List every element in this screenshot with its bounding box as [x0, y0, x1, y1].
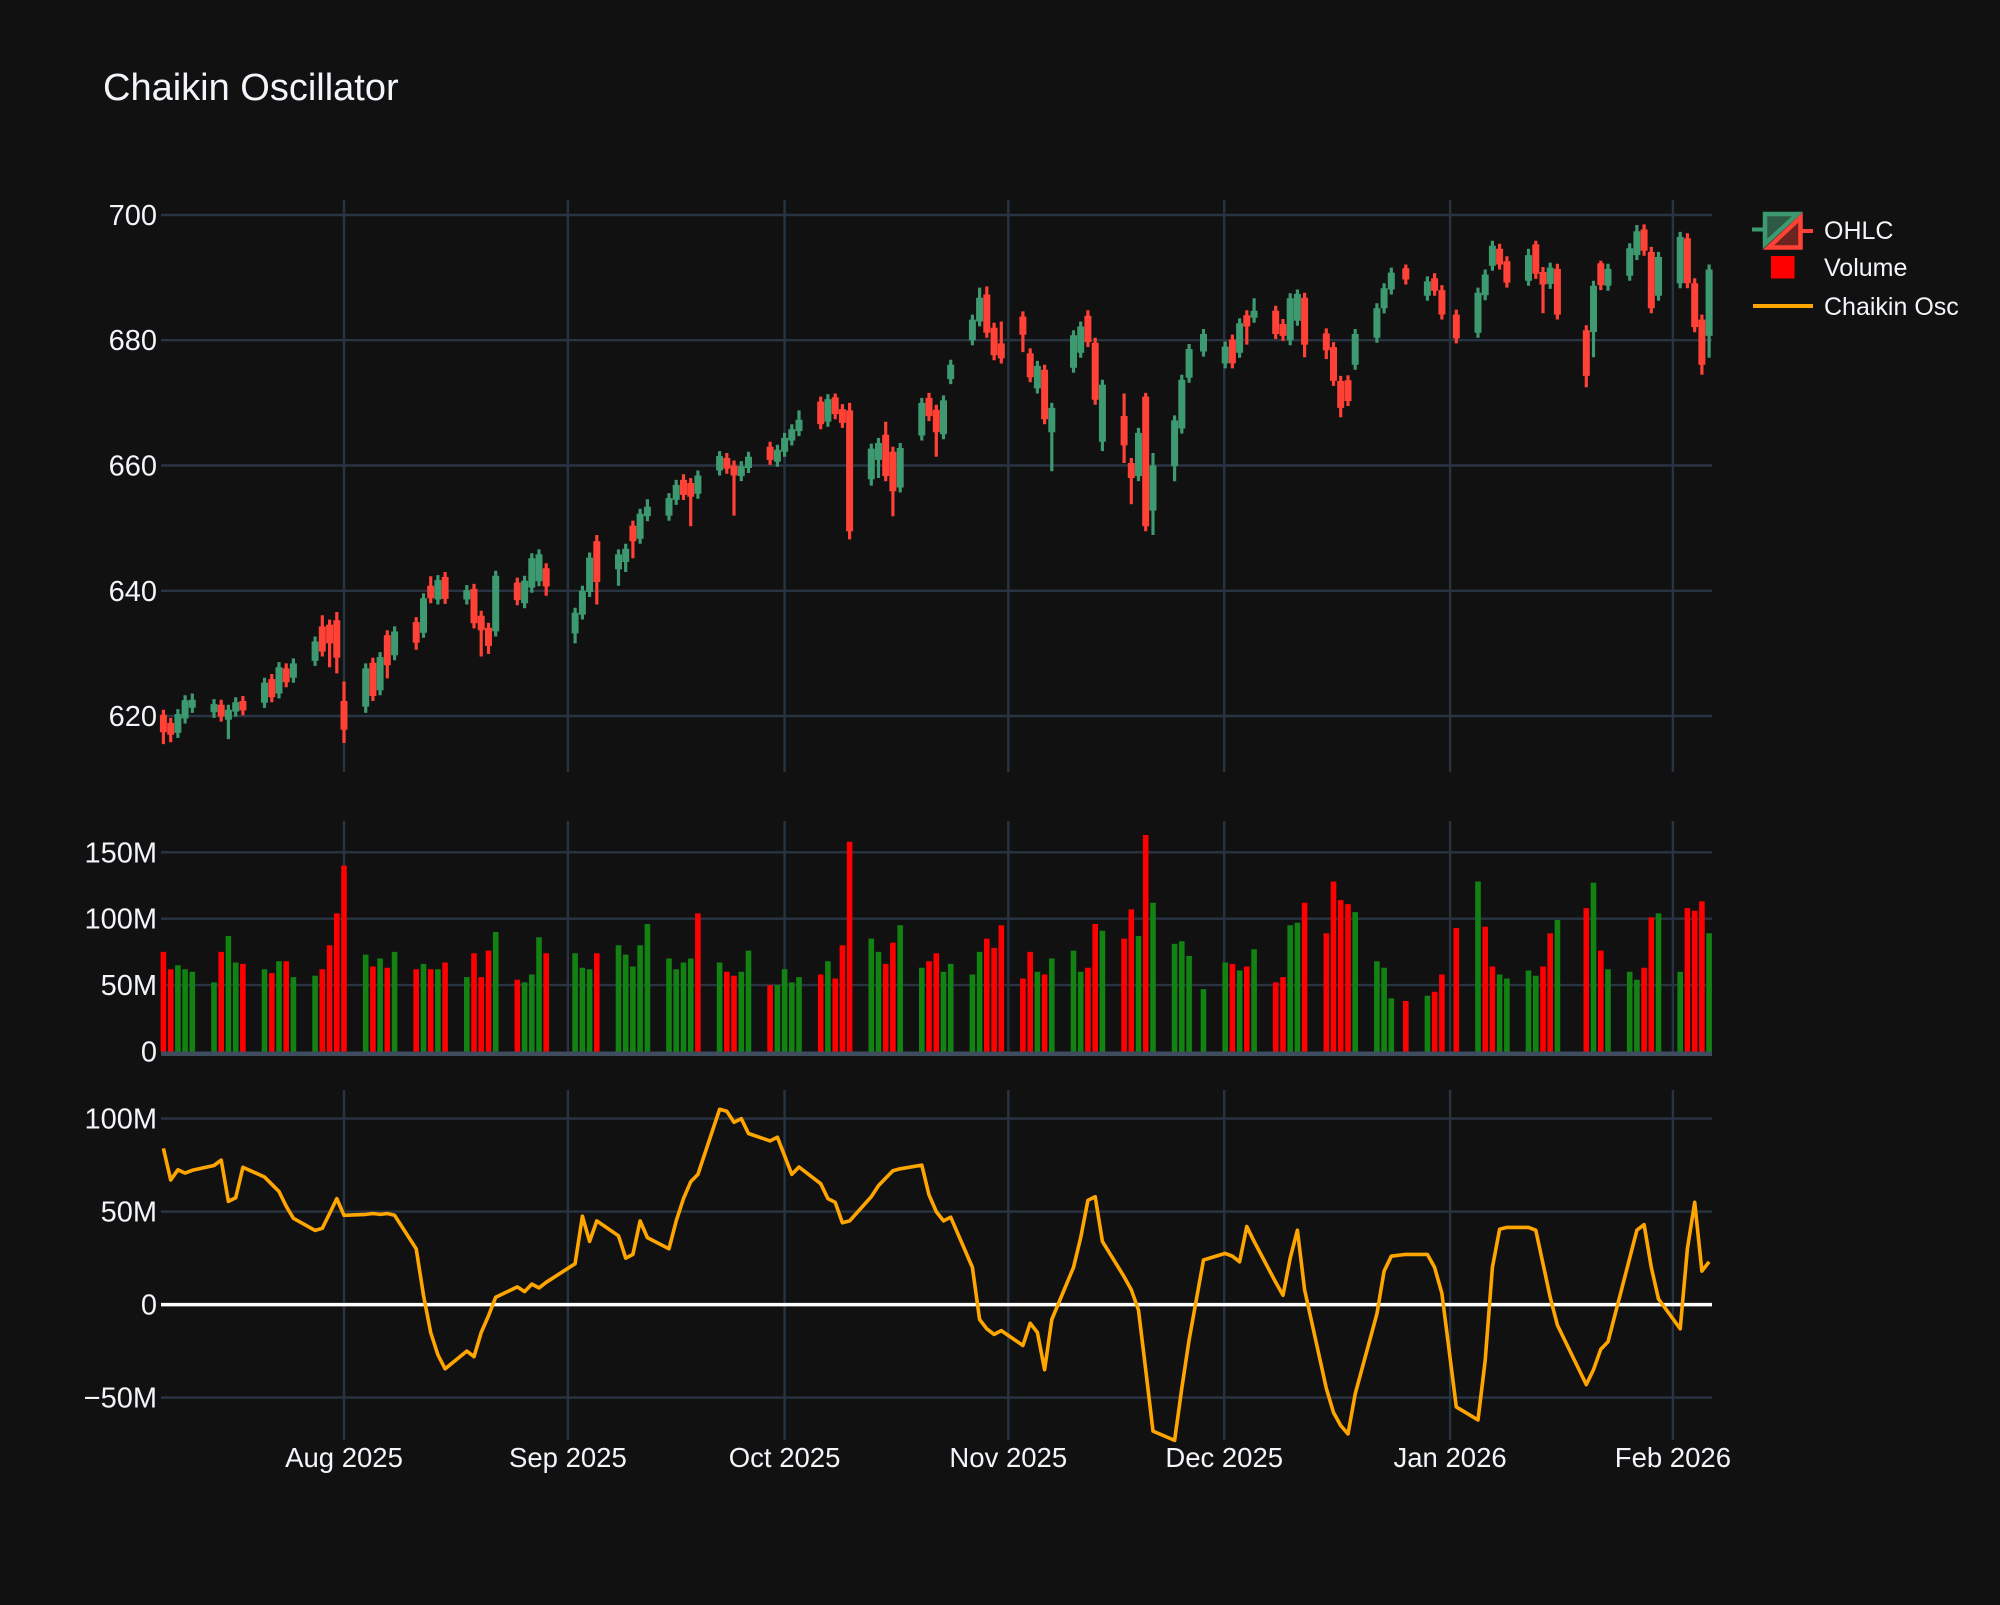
svg-text:Dec 2025: Dec 2025 [1165, 1442, 1283, 1473]
svg-text:Volume: Volume [1824, 254, 1907, 282]
svg-text:−50M: −50M [84, 1383, 157, 1415]
svg-text:100M: 100M [84, 904, 157, 936]
svg-text:OHLC: OHLC [1824, 217, 1893, 245]
svg-text:50M: 50M [101, 1197, 157, 1229]
svg-text:Sep 2025: Sep 2025 [509, 1442, 627, 1473]
svg-text:700: 700 [109, 200, 157, 232]
svg-text:620: 620 [109, 701, 157, 733]
svg-text:Aug 2025: Aug 2025 [285, 1442, 403, 1473]
svg-text:Nov 2025: Nov 2025 [949, 1442, 1067, 1473]
svg-text:Jan 2026: Jan 2026 [1394, 1442, 1507, 1473]
svg-text:660: 660 [109, 451, 157, 483]
svg-text:Oct 2025: Oct 2025 [729, 1442, 841, 1473]
svg-text:Chaikin Osc: Chaikin Osc [1824, 293, 1959, 321]
svg-text:50M: 50M [101, 970, 157, 1002]
svg-text:640: 640 [109, 576, 157, 608]
svg-text:680: 680 [109, 325, 157, 357]
svg-text:100M: 100M [84, 1104, 157, 1136]
svg-text:0: 0 [141, 1290, 157, 1322]
svg-text:Chaikin Oscillator: Chaikin Oscillator [103, 67, 399, 109]
svg-text:150M: 150M [84, 837, 157, 869]
svg-text:0: 0 [141, 1037, 157, 1069]
svg-text:Feb 2026: Feb 2026 [1615, 1442, 1731, 1473]
